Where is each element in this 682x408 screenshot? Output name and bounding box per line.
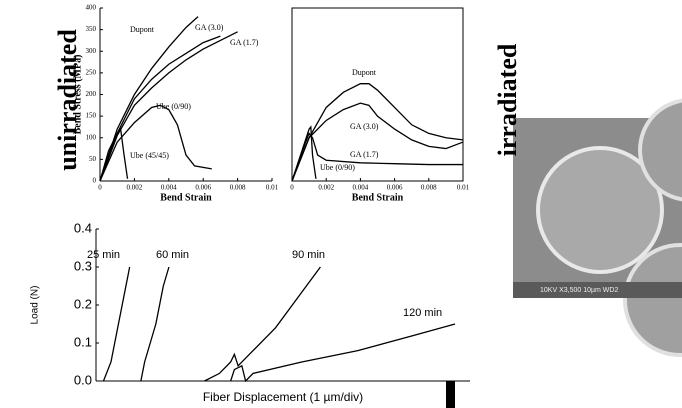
series-label: 25 min — [87, 249, 120, 261]
series-label: Ube (0/90) — [320, 163, 355, 172]
series-label: Dupont — [130, 25, 155, 34]
x-tick-label: 0.006 — [195, 184, 211, 192]
caption-bar — [513, 282, 682, 298]
x-tick-label: 0.008 — [421, 184, 437, 192]
marker — [446, 381, 455, 408]
data-line — [99, 127, 129, 182]
series-label: 120 min — [403, 307, 442, 319]
x-axis-label: Bend Strain — [352, 192, 404, 203]
x-tick-label: 0 — [290, 184, 294, 192]
y-tick-label: 150 — [86, 112, 97, 120]
fiber — [623, 243, 682, 357]
y-tick-label: 0.2 — [74, 296, 92, 311]
series-label: GA (1.7) — [350, 150, 379, 159]
y-tick-label: 0.0 — [74, 372, 92, 387]
series-label: Ube (0/90) — [156, 102, 191, 111]
y-tick-label: 100 — [86, 133, 97, 141]
sem-photo: 10KV X3,500 10µm WD2 — [513, 98, 682, 357]
x-tick-label: 0.002 — [127, 184, 143, 192]
y-tick-label: 350 — [86, 25, 97, 33]
series-label: GA (3.0) — [195, 23, 224, 32]
fiber — [536, 146, 664, 274]
y-tick-label: 200 — [86, 90, 97, 98]
x-axis-label: Fiber Displacement (1 µm/div) — [203, 390, 363, 404]
plot-frame — [291, 7, 464, 182]
y-tick-label: 0.4 — [74, 220, 92, 235]
x-tick-label: 0.004 — [161, 184, 177, 192]
data-line — [99, 16, 199, 182]
photo-caption: 10KV X3,500 10µm WD2 — [540, 287, 618, 294]
y-tick-label: 400 — [86, 4, 97, 12]
data-line — [99, 31, 238, 182]
y-tick-label: 50 — [89, 155, 97, 163]
x-tick-label: 0.008 — [230, 184, 246, 192]
data-line — [99, 104, 212, 182]
y-axis-label: Load (N) — [30, 286, 41, 325]
x-tick-label: 0.004 — [353, 184, 369, 192]
x-tick-label: 0 — [98, 184, 102, 192]
side-label: irradiated — [493, 43, 522, 156]
data-line — [230, 323, 456, 383]
series-label: Ube (45/45) — [130, 151, 169, 160]
x-tick-label: 0.01 — [266, 184, 279, 192]
x-axis-label: Bend Strain — [160, 192, 212, 203]
series-label: 90 min — [292, 249, 325, 261]
data-line — [102, 266, 131, 382]
series-label: 60 min — [156, 249, 189, 261]
data-line — [291, 132, 463, 182]
x-tick-label: 0.01 — [457, 184, 470, 192]
series-label: GA (1.7) — [230, 38, 259, 47]
data-line — [140, 266, 170, 382]
y-axis-label: Bend Stress (MPa) — [72, 55, 83, 135]
data-line — [291, 125, 317, 182]
y-tick-label: 250 — [86, 68, 97, 76]
y-tick-label: 0.1 — [74, 334, 92, 349]
y-tick-label: 0.3 — [74, 258, 92, 273]
data-line — [291, 102, 464, 182]
y-tick-label: 300 — [86, 47, 97, 55]
y-tick-label: 0 — [93, 177, 97, 185]
data-line — [204, 266, 321, 382]
series-label: Dupont — [352, 68, 377, 77]
side-label: unirradiated — [53, 29, 82, 171]
data-line — [99, 35, 221, 182]
x-tick-label: 0.006 — [387, 184, 403, 192]
series-label: GA (3.0) — [350, 122, 379, 131]
fiber — [638, 98, 682, 202]
x-tick-label: 0.002 — [318, 184, 334, 192]
data-line — [291, 83, 464, 182]
